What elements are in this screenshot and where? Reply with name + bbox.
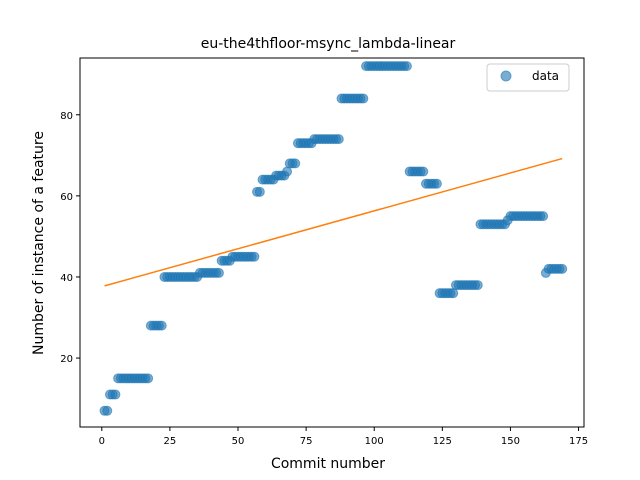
x-tick-label: 50 [232, 436, 245, 447]
x-tick-label: 75 [300, 436, 313, 447]
data-point [431, 178, 442, 189]
y-tick-label: 20 [60, 354, 73, 365]
legend-label-data: data [532, 69, 559, 83]
data-point [333, 134, 344, 145]
data-point [249, 251, 260, 262]
data-point [254, 186, 265, 197]
x-tick-label: 0 [99, 436, 105, 447]
plot-area [99, 61, 568, 416]
x-tick-label: 100 [365, 436, 384, 447]
data-point [472, 280, 483, 291]
plot-frame [79, 57, 585, 428]
y-axis-label: Number of instance of a feature [31, 131, 47, 355]
data-point [538, 211, 549, 222]
data-point [156, 320, 167, 331]
legend: data [486, 63, 570, 92]
data-point [110, 389, 121, 400]
x-tick-label: 150 [501, 436, 520, 447]
x-tick-label: 125 [433, 436, 452, 447]
data-point [358, 93, 369, 104]
data-point [102, 405, 113, 416]
x-tick-label: 175 [569, 436, 588, 447]
data-point [557, 263, 568, 274]
x-tick-label: 25 [164, 436, 177, 447]
x-axis-label: Commit number [271, 456, 385, 472]
data-point [143, 373, 154, 384]
chart-title: eu-the4thfloor-msync_lambda-linear [201, 36, 456, 52]
legend-marker [500, 70, 512, 82]
data-point [290, 158, 301, 169]
data-point [418, 166, 429, 177]
y-axis-ticks: 20 40 60 80 [60, 111, 80, 365]
y-tick-label: 40 [60, 273, 73, 284]
y-tick-label: 60 [60, 192, 73, 203]
x-axis-ticks: 0 25 50 75 100 125 150 175 [99, 427, 588, 447]
y-tick-label: 80 [60, 111, 73, 122]
data-point [213, 267, 224, 278]
data-point [401, 61, 412, 72]
fit-line [104, 157, 563, 287]
